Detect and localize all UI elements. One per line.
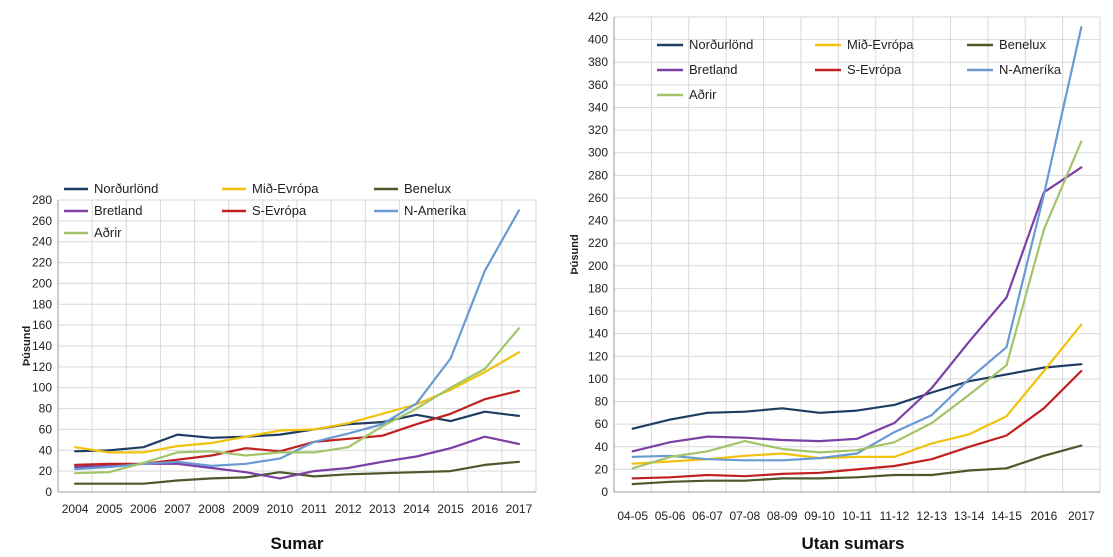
x-tick-label: 2009: [232, 502, 259, 516]
series-line-Aðrir: [631, 140, 1083, 470]
y-tick-label: 360: [588, 78, 608, 92]
x-tick-label: 07-08: [729, 509, 760, 523]
chart-caption: Sumar: [271, 534, 324, 553]
legend: Norðurlönd Mið-Evrópa Benelux Bretland S-Evr…: [657, 37, 1062, 102]
y-tick-label: 340: [588, 100, 608, 114]
y-tick-label: 20: [595, 462, 609, 476]
legend-label: Aðrir: [689, 87, 717, 102]
x-tick-label: 09-10: [804, 509, 835, 523]
legend-label: Bretland: [689, 62, 737, 77]
series-line-S-Evrópa: [631, 369, 1083, 480]
series-line-Mið-Evrópa: [631, 323, 1083, 465]
x-tick-label: 06-07: [692, 509, 723, 523]
series-line-Norðurlönd: [73, 410, 521, 453]
series-line-Norðurlönd: [631, 363, 1083, 430]
chart-sumar: 0 20 40 60 80 100 120 140 160 180 200 220 240 260 280 2…: [21, 181, 537, 553]
series-line-Benelux: [631, 444, 1083, 486]
y-tick-label: 220: [588, 236, 608, 250]
y-tick-label: 260: [32, 214, 52, 228]
x-tick-label: 2015: [437, 502, 464, 516]
y-tick-label: 80: [39, 402, 53, 416]
chart-caption: Utan sumars: [802, 534, 905, 553]
y-tick-label: 240: [32, 235, 52, 249]
x-tick-label: 2017: [506, 502, 533, 516]
x-tick-label: 04-05: [617, 509, 648, 523]
series-line-Aðrir: [73, 327, 521, 475]
y-tick-label: 40: [595, 440, 609, 454]
x-tick-label: 2013: [369, 502, 396, 516]
y-tick-label: 160: [588, 304, 608, 318]
y-tick-label: 180: [588, 281, 608, 295]
y-tick-label: 40: [39, 443, 53, 457]
y-tick-label: 180: [32, 297, 52, 311]
y-tick-label: 240: [588, 214, 608, 228]
series-line-N-Ameríka: [631, 26, 1083, 462]
y-tick-label: 280: [588, 168, 608, 182]
y-tick-label: 0: [601, 485, 608, 499]
chart-utan-sumars: 0 20 40 60 80 100 120 140 160 180 200 220 240 260 280 3…: [569, 10, 1101, 553]
legend-label: Mið-Evrópa: [252, 181, 319, 196]
legend-label: N-Ameríka: [999, 62, 1062, 77]
x-tick-label: 2011: [301, 502, 327, 516]
x-tick-label: 05-06: [655, 509, 686, 523]
legend-label: Aðrir: [94, 225, 122, 240]
y-tick-label: 140: [588, 327, 608, 341]
y-tick-label: 100: [588, 372, 608, 386]
y-tick-label: 280: [32, 193, 52, 207]
x-tick-label: 2008: [198, 502, 225, 516]
x-tick-label: 11-12: [879, 509, 909, 523]
y-tick-label: 260: [588, 191, 608, 205]
x-tick-label: 2010: [267, 502, 294, 516]
y-tick-label: 200: [588, 259, 608, 273]
legend-label: Benelux: [404, 181, 451, 196]
series-line-N-Ameríka: [73, 209, 521, 471]
y-tick-label: 80: [595, 395, 609, 409]
y-tick-label: 300: [588, 146, 608, 160]
legend-label: Norðurlönd: [94, 181, 158, 196]
y-axis-label: Þúsund: [21, 326, 33, 366]
legend-label: S-Evrópa: [847, 62, 902, 77]
x-tick-label: 2012: [335, 502, 362, 516]
legend-label: N-Ameríka: [404, 203, 467, 218]
y-tick-label: 420: [588, 10, 608, 24]
y-tick-label: 200: [32, 276, 52, 290]
legend-label: Bretland: [94, 203, 142, 218]
x-tick-label: 12-13: [916, 509, 947, 523]
y-axis-label: Þúsund: [569, 234, 581, 274]
y-tick-label: 400: [588, 33, 608, 47]
y-tick-label: 60: [39, 422, 53, 436]
x-tick-label: 2014: [403, 502, 430, 516]
y-tick-label: 140: [32, 339, 52, 353]
legend-label: Mið-Evrópa: [847, 37, 914, 52]
y-tick-label: 60: [595, 417, 609, 431]
x-tick-label: 10-11: [842, 509, 872, 523]
legend-label: Norðurlönd: [689, 37, 753, 52]
legend: Norðurlönd Mið-Evrópa Benelux Bretland S-Evr…: [64, 181, 467, 240]
x-tick-label: 2004: [62, 502, 89, 516]
y-tick-label: 160: [32, 318, 52, 332]
y-tick-label: 380: [588, 55, 608, 69]
y-tick-label: 320: [588, 123, 608, 137]
x-tick-label: 14-15: [991, 509, 1022, 523]
y-tick-label: 220: [32, 256, 52, 270]
y-tick-label: 0: [45, 485, 52, 499]
x-tick-label: 08-09: [767, 509, 798, 523]
x-tick-label: 2016: [471, 502, 498, 516]
x-tick-label: 2017: [1068, 509, 1095, 523]
x-tick-label: 2005: [96, 502, 123, 516]
y-tick-label: 100: [32, 381, 52, 395]
x-tick-label: 13-14: [954, 509, 985, 523]
y-tick-label: 120: [588, 349, 608, 363]
series-line-Bretland: [631, 166, 1083, 453]
y-tick-label: 20: [39, 464, 53, 478]
legend-label: Benelux: [999, 37, 1046, 52]
x-tick-label: 2006: [130, 502, 157, 516]
x-tick-label: 2016: [1031, 509, 1058, 523]
x-tick-label: 2007: [164, 502, 191, 516]
legend-label: S-Evrópa: [252, 203, 307, 218]
y-tick-label: 120: [32, 360, 52, 374]
